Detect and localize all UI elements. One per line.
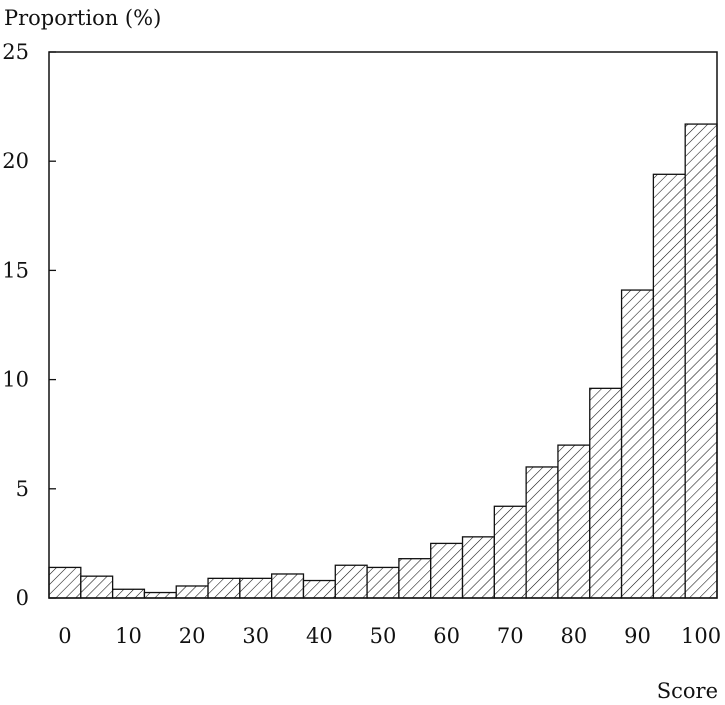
bar-40 xyxy=(302,579,336,599)
bar-35 xyxy=(271,573,305,599)
bar-55 xyxy=(398,558,432,599)
x-tick-label: 10 xyxy=(115,624,142,648)
bar-10 xyxy=(111,588,146,599)
x-axis-title: Score xyxy=(657,679,718,703)
x-tick-label: 70 xyxy=(497,624,524,648)
x-tick-label: 60 xyxy=(433,624,460,648)
x-tick-label: 90 xyxy=(624,624,651,648)
bar-90 xyxy=(620,289,655,599)
y-tick-label: 20 xyxy=(2,149,29,173)
bar-25 xyxy=(207,577,241,599)
bar-5 xyxy=(80,575,114,599)
bar-15 xyxy=(143,591,177,599)
bars-group xyxy=(48,123,718,599)
y-tick-label: 0 xyxy=(16,586,29,610)
bar-70 xyxy=(493,505,527,599)
y-axis-ticks: 0 5 10 15 20 25 xyxy=(2,40,56,610)
x-tick-label: 0 xyxy=(58,624,71,648)
x-axis-ticks: 0 10 20 30 40 50 60 70 80 90 100 xyxy=(58,624,721,648)
x-tick-label: 50 xyxy=(370,624,397,648)
bar-60 xyxy=(430,542,464,599)
bar-75 xyxy=(525,466,559,599)
x-tick-label: 20 xyxy=(179,624,206,648)
y-tick-label: 25 xyxy=(2,40,29,64)
x-tick-label: 80 xyxy=(560,624,587,648)
bar-85 xyxy=(589,387,623,599)
bar-65 xyxy=(461,536,495,599)
x-tick-label: 40 xyxy=(306,624,333,648)
bar-45 xyxy=(334,564,368,599)
plot-frame xyxy=(48,51,718,599)
bar-30 xyxy=(239,577,273,599)
y-axis-title: Proportion (%) xyxy=(4,6,161,30)
bar-20 xyxy=(175,585,209,599)
bar-100 xyxy=(684,123,718,599)
y-tick-label: 5 xyxy=(16,477,29,501)
bar-80 xyxy=(557,444,591,599)
y-tick-label: 15 xyxy=(2,258,29,282)
bar-50 xyxy=(366,566,400,599)
y-tick-label: 10 xyxy=(2,368,29,392)
x-tick-label: 100 xyxy=(681,624,721,648)
bar-0 xyxy=(48,566,82,599)
bar-95 xyxy=(652,173,686,599)
x-tick-label: 30 xyxy=(242,624,269,648)
